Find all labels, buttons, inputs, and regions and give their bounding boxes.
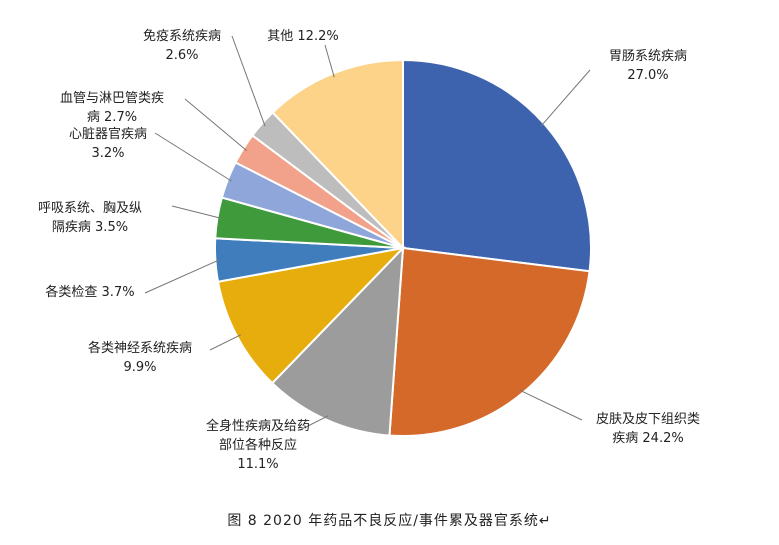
slice-label: 血管与淋巴管类疾病 2.7%	[60, 91, 164, 125]
leader-line	[299, 415, 329, 431]
slice-label: 全身性疾病及给药部位各种反应 11.1%	[206, 418, 310, 472]
pie-slice	[388, 246, 591, 437]
pie-chart: 胃肠系统疾病 27.0% 皮肤及皮下组织类疾病 24.2% 全身性疾病及给药部位各种反…	[38, 28, 700, 472]
slice-label: 各类神经系统疾病 9.9%	[88, 340, 192, 375]
leader-line	[231, 35, 266, 127]
slice-label: 皮肤及皮下组织类疾病 24.2%	[596, 412, 700, 446]
leader-line	[171, 205, 222, 219]
leader-line	[209, 334, 241, 351]
pie-slice	[270, 245, 405, 437]
leader-line	[519, 389, 583, 421]
leader-line	[540, 69, 591, 127]
slice-label: 胃肠系统疾病 27.0%	[609, 49, 687, 83]
slice-label: 各类检查 3.7%	[45, 284, 134, 300]
slice-label: 其他 12.2%	[267, 29, 338, 44]
leader-line	[144, 259, 220, 294]
leader-line	[154, 132, 232, 182]
figure-caption: 图 8 2020 年药品不良反应/事件累及器官系统↵	[227, 513, 552, 529]
pie-slice	[402, 58, 592, 273]
slice-label: 呼吸系统、胸及纵隔疾病 3.5%	[38, 201, 142, 235]
leader-line	[324, 44, 335, 78]
slice-label: 免疫系统疾病 2.6%	[143, 28, 221, 63]
slice-label: 心脏器官疾病 3.2%	[69, 126, 147, 161]
leader-line	[184, 98, 248, 152]
